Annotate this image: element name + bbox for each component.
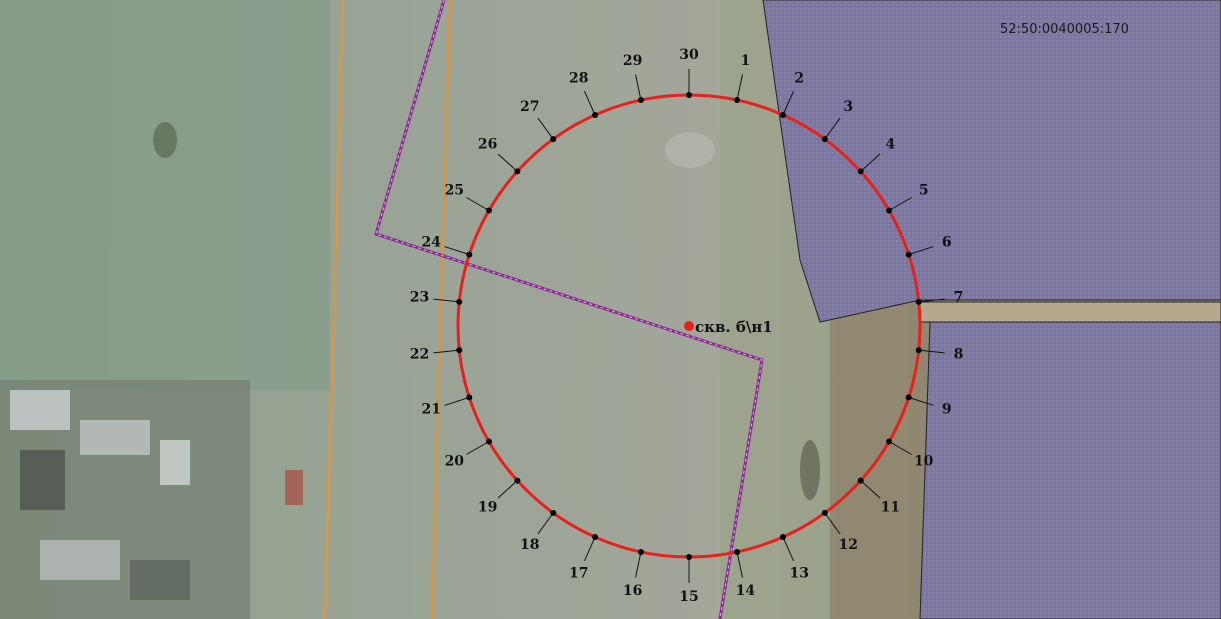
road-line-right <box>431 0 451 619</box>
zone-point-label-17: 17 <box>569 566 588 582</box>
road-line-left <box>324 0 344 619</box>
zone-point-label-25: 25 <box>445 183 464 199</box>
zone-point-label-16: 16 <box>623 583 642 599</box>
zone-point-leader-16 <box>635 551 642 578</box>
zone-point-label-11: 11 <box>881 499 900 515</box>
zone-point-25[interactable] <box>485 207 492 214</box>
zone-point-label-20: 20 <box>445 454 465 470</box>
zone-point-leader-17 <box>584 536 596 561</box>
zone-point-1[interactable] <box>734 97 741 104</box>
zone-point-17[interactable] <box>592 534 599 541</box>
zone-point-29[interactable] <box>637 97 644 104</box>
zone-point-leader-18 <box>537 512 554 535</box>
zone-point-label-10: 10 <box>914 454 934 470</box>
zone-point-leader-26 <box>497 153 518 172</box>
zone-point-label-9: 9 <box>942 402 952 418</box>
zone-point-leader-14 <box>736 551 743 578</box>
zone-point-leader-24 <box>444 246 470 256</box>
zone-point-12[interactable] <box>821 509 828 516</box>
zone-point-3[interactable] <box>821 136 828 143</box>
well-marker[interactable] <box>684 321 694 331</box>
zone-point-22[interactable] <box>456 347 463 354</box>
zone-point-4[interactable] <box>857 168 864 175</box>
zone-point-label-2: 2 <box>794 70 804 86</box>
zone-point-leader-29 <box>635 74 642 101</box>
zone-point-14[interactable] <box>734 548 741 555</box>
land-boundary-line-inner <box>375 0 763 619</box>
zone-point-leader-22 <box>433 349 460 354</box>
zone-point-18[interactable] <box>550 509 557 516</box>
zone-point-leader-20 <box>466 441 490 455</box>
parcel-cadastral-label: 52:50:0040005:170 <box>1000 22 1129 37</box>
zone-point-9[interactable] <box>905 394 912 401</box>
zone-point-7[interactable] <box>915 298 922 305</box>
zone-point-label-23: 23 <box>410 290 429 306</box>
zone-point-label-28: 28 <box>569 70 588 86</box>
zone-point-label-7: 7 <box>954 290 964 306</box>
zone-point-21[interactable] <box>466 394 473 401</box>
zone-point-leader-9 <box>908 396 934 406</box>
zone-point-leader-25 <box>466 197 490 211</box>
zone-point-label-27: 27 <box>520 99 539 115</box>
zone-point-label-4: 4 <box>886 137 896 153</box>
zone-point-label-14: 14 <box>736 583 756 599</box>
zone-point-16[interactable] <box>637 548 644 555</box>
zone-point-label-29: 29 <box>623 53 642 69</box>
zone-point-leader-11 <box>860 480 881 499</box>
zone-point-20[interactable] <box>485 438 492 445</box>
zone-point-15[interactable] <box>686 554 692 560</box>
zone-point-label-12: 12 <box>839 537 858 553</box>
zone-point-label-24: 24 <box>422 234 442 250</box>
zone-point-8[interactable] <box>915 347 922 354</box>
cadastral-parcel-upper[interactable] <box>762 0 1221 323</box>
zone-point-label-5: 5 <box>919 183 929 199</box>
zone-point-leader-3 <box>824 117 841 140</box>
zone-point-23[interactable] <box>456 298 463 305</box>
zone-point-leader-10 <box>888 441 912 455</box>
zone-point-label-13: 13 <box>789 566 808 582</box>
zone-point-11[interactable] <box>857 477 864 484</box>
zone-point-13[interactable] <box>779 534 786 541</box>
zone-point-label-26: 26 <box>478 137 497 153</box>
zone-point-label-30: 30 <box>679 47 699 63</box>
zone-point-24[interactable] <box>466 251 473 258</box>
zone-point-label-8: 8 <box>954 346 964 362</box>
zone-point-label-1: 1 <box>740 53 750 69</box>
zone-point-leader-6 <box>908 246 934 256</box>
zone-point-leader-8 <box>918 349 945 354</box>
zone-point-leader-28 <box>584 91 596 116</box>
zone-point-leader-27 <box>537 117 554 140</box>
zone-point-2[interactable] <box>779 111 786 118</box>
zone-point-leader-4 <box>860 153 881 172</box>
zone-point-leader-13 <box>782 536 794 561</box>
zone-point-leader-21 <box>444 396 470 406</box>
zone-point-19[interactable] <box>514 477 521 484</box>
zone-point-label-15: 15 <box>679 589 698 605</box>
zone-point-28[interactable] <box>592 111 599 118</box>
zone-point-leader-19 <box>497 480 518 499</box>
zone-point-label-18: 18 <box>520 537 539 553</box>
zone-point-10[interactable] <box>886 438 893 445</box>
zone-point-label-19: 19 <box>478 499 497 515</box>
zone-point-label-6: 6 <box>942 234 952 250</box>
zone-points: 1234567891011121314151617181920212223242… <box>410 47 964 605</box>
zone-point-label-21: 21 <box>422 402 441 418</box>
zone-point-6[interactable] <box>905 251 912 258</box>
zone-point-26[interactable] <box>514 168 521 175</box>
cadastral-parcel-lower[interactable] <box>919 321 1221 619</box>
road-strip <box>919 301 1221 323</box>
well-label: скв. б\н1 <box>695 318 773 336</box>
zone-point-leader-12 <box>824 512 841 535</box>
zone-point-5[interactable] <box>886 207 893 214</box>
zone-point-leader-2 <box>782 91 794 116</box>
zone-point-leader-23 <box>433 298 460 303</box>
zone-point-30[interactable] <box>686 92 692 98</box>
zone-point-leader-1 <box>736 74 743 101</box>
zone-point-leader-7 <box>918 298 945 303</box>
zone-point-label-3: 3 <box>843 99 853 115</box>
zone-point-leader-5 <box>888 197 912 211</box>
zone-point-27[interactable] <box>550 136 557 143</box>
zone-point-label-22: 22 <box>410 346 429 362</box>
